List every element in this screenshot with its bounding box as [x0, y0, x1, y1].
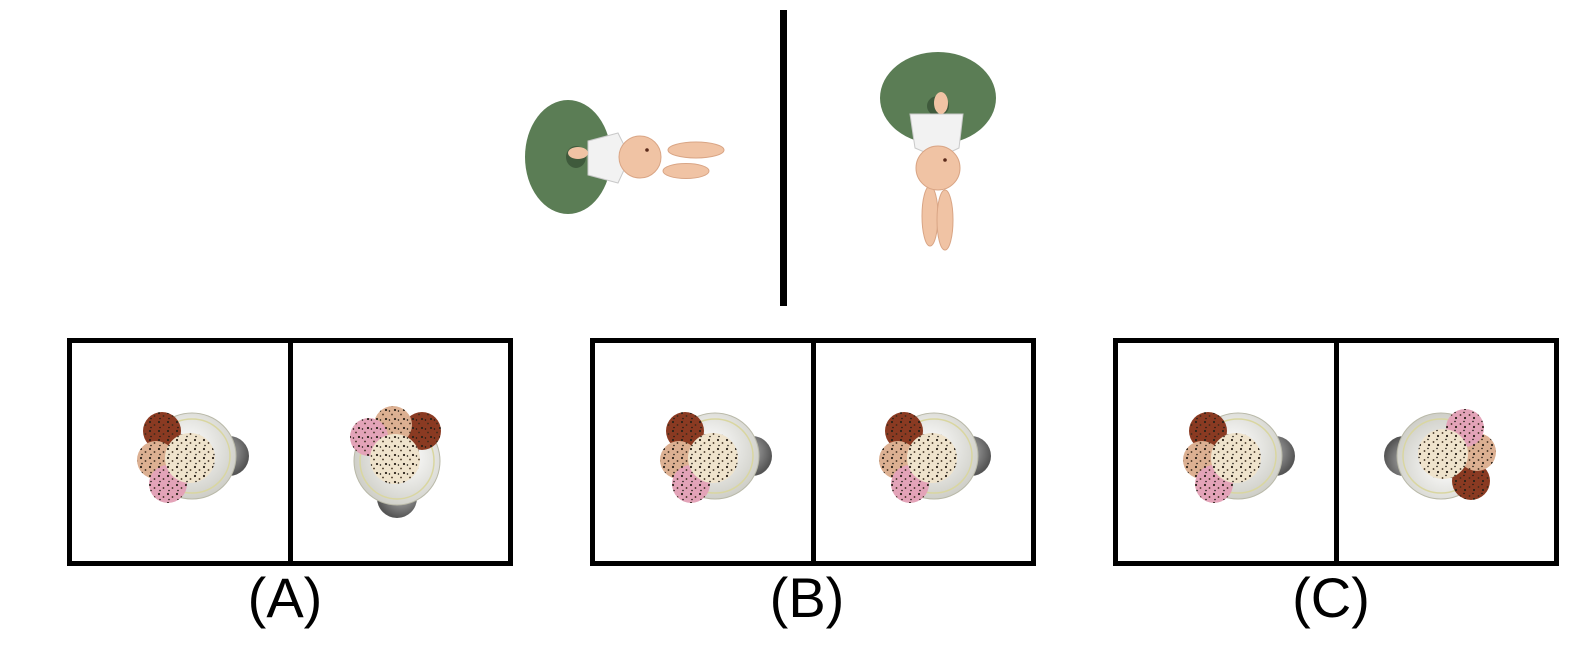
bunny-head	[618, 135, 662, 179]
option-c-panel[interactable]	[1113, 338, 1559, 566]
reference-view-left	[518, 95, 733, 220]
option-b-left-view	[595, 343, 811, 561]
option-a-right-view	[293, 343, 508, 561]
reference-divider	[780, 10, 787, 306]
option-b-panel[interactable]	[590, 338, 1036, 566]
reference-view-right	[875, 48, 1000, 253]
option-b-label[interactable]: (B)	[769, 566, 845, 629]
option-c-right-view	[1339, 343, 1554, 561]
option-b-right-view	[816, 343, 1031, 561]
option-b-divider	[811, 343, 816, 561]
option-c-label[interactable]: (C)	[1292, 566, 1370, 629]
option-a-panel[interactable]	[67, 338, 513, 566]
option-c-left-view	[1118, 343, 1334, 561]
option-a-label[interactable]: (A)	[247, 566, 323, 629]
option-c-divider	[1334, 343, 1339, 561]
option-a-divider	[288, 343, 293, 561]
bunny-head	[915, 145, 961, 191]
option-a-left-view	[72, 343, 288, 561]
